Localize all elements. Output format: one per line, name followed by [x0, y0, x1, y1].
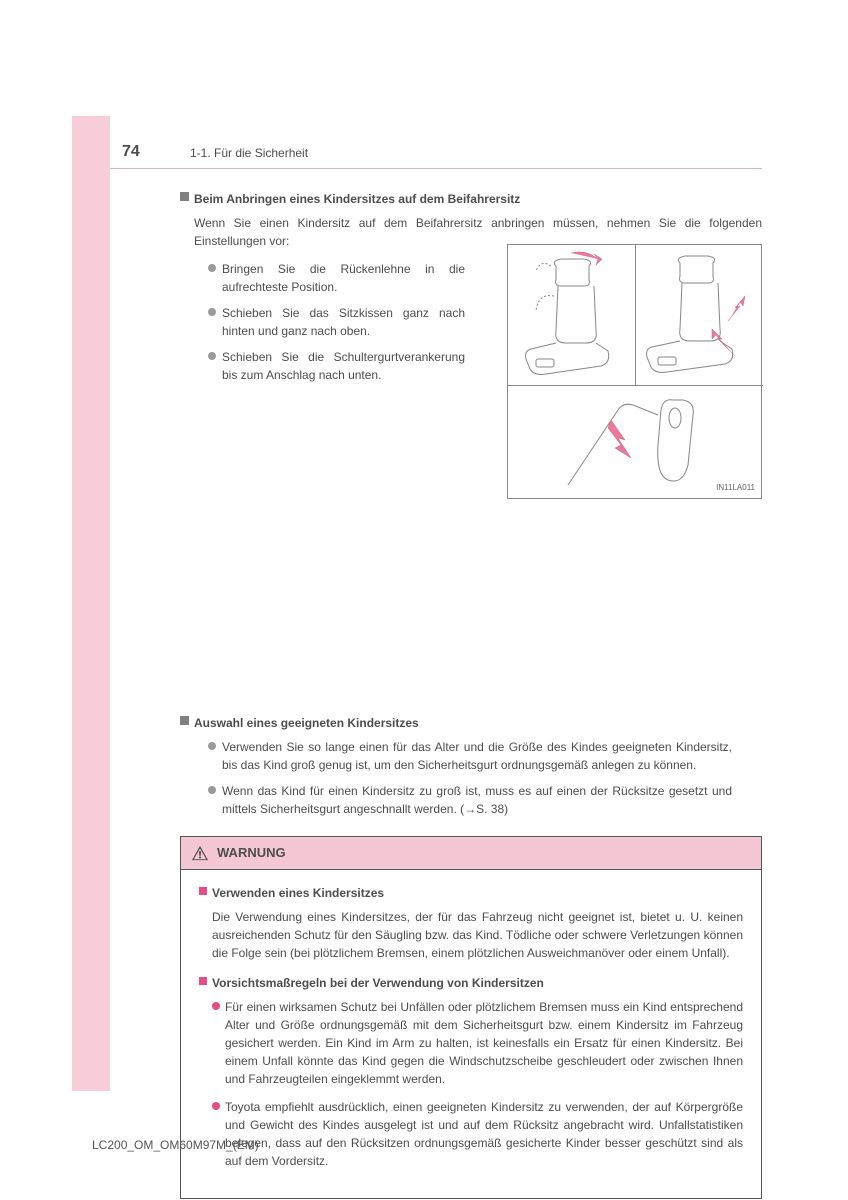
pink-square-icon [199, 887, 207, 895]
warning-header: WARNUNG [181, 837, 761, 870]
illustration-divider [508, 385, 763, 386]
warning-body: Verwenden eines Kindersitzes Die Verwend… [181, 870, 761, 1198]
section2-heading-text: Auswahl eines geeigneten Kindersitzes [194, 716, 419, 730]
seat-sketch-icon [516, 251, 631, 381]
warning-subheading: Verwenden eines Kindersitzes [199, 884, 743, 902]
section2-heading: Auswahl eines geeigneten Kindersitzes [180, 714, 762, 732]
bullet-text: Schieben Sie die Schultergurtverankerung… [222, 350, 465, 382]
page-footer: LC200_OM_OM60M97M_(EM) [92, 1138, 259, 1152]
dot-bullet-icon [208, 308, 216, 316]
page-sidebar [72, 116, 110, 1091]
warning-bullet: Für einen wirksamen Schutz bei Unfällen … [199, 998, 743, 1088]
warning-bullet-text: Für einen wirksamen Schutz bei Unfällen … [225, 1000, 743, 1086]
warning-subheading: Vorsichtsmaßregeln bei der Verwendung vo… [199, 974, 743, 992]
section2-bullets: Verwenden Sie so lange einen für das Alt… [180, 738, 732, 818]
section1-heading-text: Beim Anbringen eines Kindersitzes auf de… [194, 192, 520, 206]
warning-bullet: Toyota empfiehlt ausdrücklich, einen gee… [199, 1098, 743, 1170]
list-item: Verwenden Sie so lange einen für das Alt… [208, 738, 732, 774]
warning-subheading-text: Vorsichtsmaßregeln bei der Verwendung vo… [212, 976, 544, 990]
section2: Auswahl eines geeigneten Kindersitzes Ve… [180, 714, 762, 818]
warning-bullet-text: Toyota empfiehlt ausdrücklich, einen gee… [225, 1100, 743, 1168]
seat-sketch-icon [640, 251, 758, 381]
warning-paragraph: Die Verwendung eines Kindersitzes, der f… [199, 908, 743, 962]
section1-heading: Beim Anbringen eines Kindersitzes auf de… [180, 190, 762, 208]
square-bullet-icon [180, 716, 189, 725]
section1-bullets: Bringen Sie die Rückenlehne in die aufre… [180, 260, 465, 384]
list-item: Wenn das Kind für einen Kindersitz zu gr… [208, 782, 732, 818]
dot-bullet-icon [208, 786, 216, 794]
section-header: 1-1. Für die Sicherheit [190, 146, 308, 160]
illustration-divider [635, 245, 636, 385]
warning-title: WARNUNG [217, 843, 286, 863]
list-item: Bringen Sie die Rückenlehne in die aufre… [208, 260, 465, 296]
pink-dot-icon [212, 1102, 220, 1110]
illustration-code: IN11LA011 [716, 482, 755, 494]
pink-square-icon [199, 977, 207, 985]
page-number: 74 [122, 143, 140, 161]
list-item: Schieben Sie das Sitzkissen ganz nach hi… [208, 304, 465, 340]
warning-box: WARNUNG Verwenden eines Kindersitzes Die… [180, 836, 762, 1199]
page-content: Beim Anbringen eines Kindersitzes auf de… [180, 190, 762, 1199]
bullet-text: Verwenden Sie so lange einen für das Alt… [222, 740, 732, 772]
belt-anchor-icon [563, 390, 708, 495]
square-bullet-icon [180, 192, 189, 201]
dot-bullet-icon [208, 742, 216, 750]
bullet-text: Wenn das Kind für einen Kindersitz zu gr… [222, 784, 732, 816]
dot-bullet-icon [208, 264, 216, 272]
seat-illustration: IN11LA011 [507, 244, 762, 499]
list-item: Schieben Sie die Schultergurtverankerung… [208, 348, 465, 384]
bullet-text: Schieben Sie das Sitzkissen ganz nach hi… [222, 306, 465, 338]
dot-bullet-icon [208, 352, 216, 360]
pink-dot-icon [212, 1002, 220, 1010]
header-rule [110, 168, 762, 169]
bullet-text: Bringen Sie die Rückenlehne in die aufre… [222, 262, 465, 294]
warning-triangle-icon [191, 845, 209, 861]
warning-subheading-text: Verwenden eines Kindersitzes [212, 886, 384, 900]
